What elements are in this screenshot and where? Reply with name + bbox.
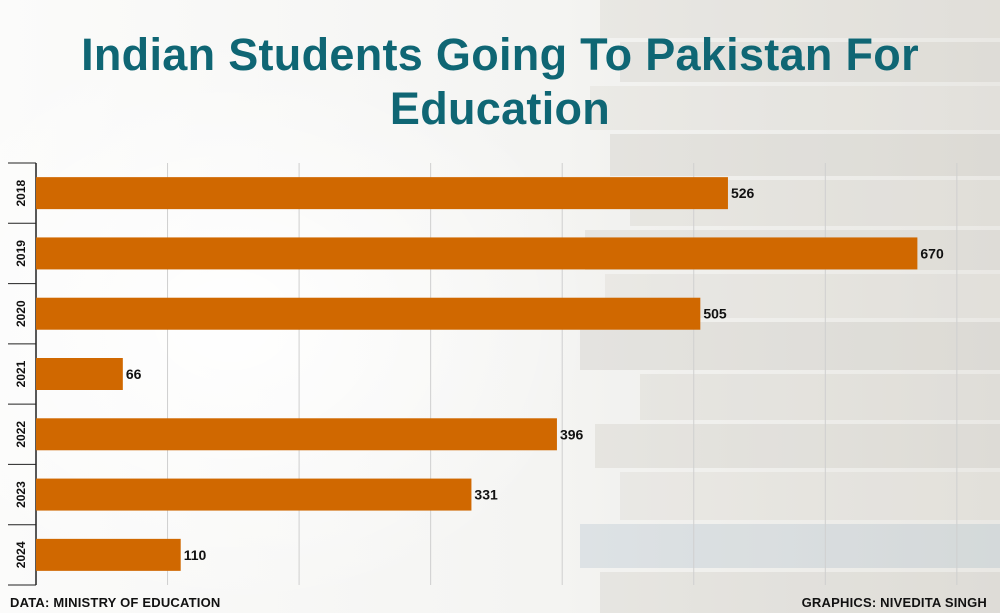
graphics-credit: GRAPHICS: NIVEDITA SINGH <box>801 595 987 610</box>
category-label-2020: 2020 <box>14 300 28 327</box>
bar-2023 <box>36 478 472 511</box>
bars <box>36 177 918 571</box>
labels: 526 2018 670 2019 505 2020 66 2021 396 2022 331 202… <box>14 179 944 568</box>
data-label-2020: 505 <box>703 306 727 322</box>
category-label-2021: 2021 <box>14 360 28 387</box>
bar-2018 <box>36 177 728 210</box>
data-label-2023: 331 <box>474 487 498 503</box>
category-label-2022: 2022 <box>14 421 28 448</box>
bar-2019 <box>36 237 918 270</box>
category-label-2024: 2024 <box>14 541 28 568</box>
data-label-2021: 66 <box>126 366 142 382</box>
bar-2021 <box>36 358 123 390</box>
data-label-2024: 110 <box>184 547 207 563</box>
chart-title: Indian Students Going To Pakistan For Ed… <box>81 29 919 134</box>
category-label-2019: 2019 <box>14 240 28 267</box>
data-label-2019: 670 <box>920 245 944 261</box>
book-stack-background-image <box>580 0 1000 613</box>
data-label-2018: 526 <box>731 185 755 201</box>
data-label-2022: 396 <box>560 426 584 442</box>
bar-2022 <box>36 418 557 451</box>
category-label-2018: 2018 <box>14 179 28 206</box>
category-label-2023: 2023 <box>14 481 28 508</box>
bar-2024 <box>36 538 181 571</box>
bar-2020 <box>36 297 701 330</box>
data-source: DATA: MINISTRY OF EDUCATION <box>10 595 221 610</box>
grid-lines <box>8 162 958 586</box>
